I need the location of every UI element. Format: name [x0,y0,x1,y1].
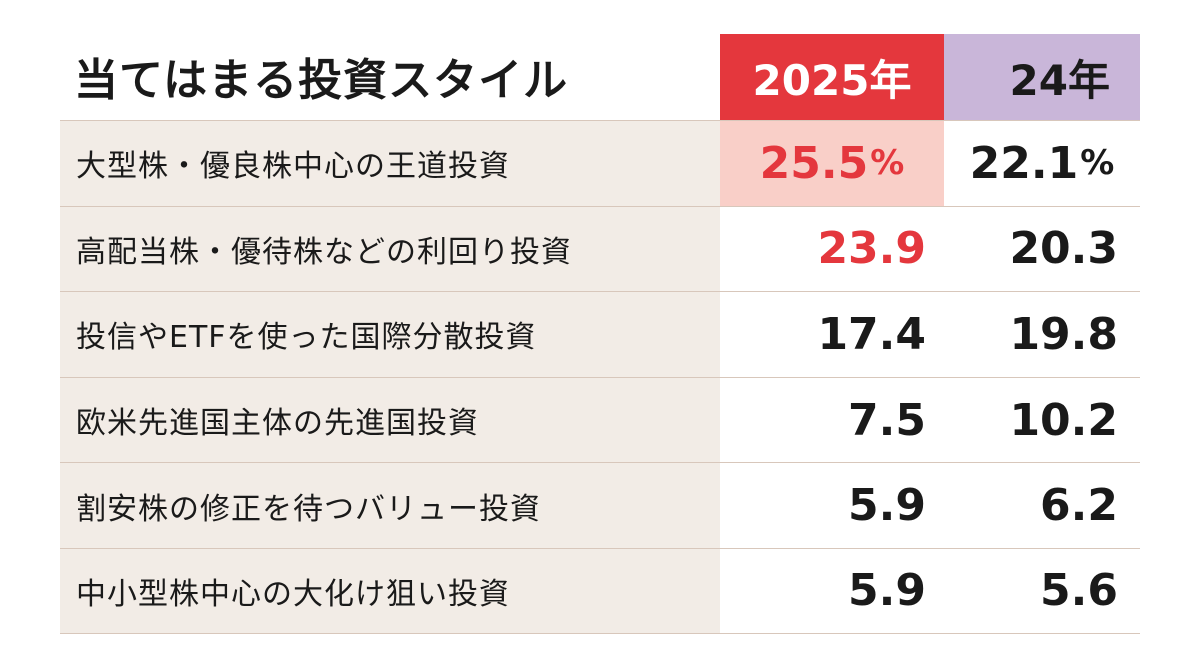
chart-title: 当てはまる投資スタイル [74,55,569,106]
row-label: 欧米先進国主体の先進国投資 [60,377,720,463]
row-label: 中小型株中心の大化け狙い投資 [60,548,720,633]
table-row: 欧米先進国主体の先進国投資 7.5 10.2 [60,376,1140,463]
data-label: 5.6 [1040,565,1118,617]
investment-style-table: 当てはまる投資スタイル 2025年 24年 大型株・優良株中心の王道投資 25.5… [60,34,1140,634]
value-2025: 23.9 [720,207,944,292]
data-label: 5.9 [848,565,926,617]
data-label: 5.9 [848,480,926,532]
value-2025: 5.9 [720,549,944,633]
value-2024: 10.2 [944,378,1140,463]
percent-unit: % [870,143,905,184]
value-2024: 20.3 [944,207,1140,292]
table-header: 当てはまる投資スタイル 2025年 24年 [60,34,1140,120]
data-label: 10.2 [1009,394,1118,446]
data-label: 20.3 [1009,223,1118,275]
value-2025: 7.5 [720,378,944,463]
data-label: 17.4 [817,308,926,360]
value-2025: 17.4 [720,292,944,377]
data-label: 6.2 [1040,480,1118,532]
table-row: 高配当株・優待株などの利回り投資 23.9 20.3 [60,205,1140,292]
data-label: 25.5 [759,137,869,189]
value-2024: 6.2 [944,463,1140,548]
value-2024: 22.1% [944,121,1140,206]
value-2024: 19.8 [944,292,1140,377]
data-label: 23.9 [817,223,926,275]
table-body: 大型株・優良株中心の王道投資 25.5% 22.1% 高配当株・優待株などの利回り投資… [60,120,1140,634]
table-row: 大型株・優良株中心の王道投資 25.5% 22.1% [60,120,1140,206]
value-2025: 25.5% [720,121,944,206]
data-label: 22.1 [969,137,1079,189]
data-label: 7.5 [848,394,926,446]
table-row: 中小型株中心の大化け狙い投資 5.9 5.6 [60,547,1140,634]
row-label: 高配当株・優待株などの利回り投資 [60,206,720,292]
row-label: 割安株の修正を待つバリュー投資 [60,463,720,548]
percent-unit: % [1080,143,1115,184]
value-2024: 5.6 [944,549,1140,633]
table-row: 割安株の修正を待つバリュー投資 5.9 6.2 [60,462,1140,548]
table-row: 投信やETFを使った国際分散投資 17.4 19.8 [60,291,1140,377]
column-header-2024: 24年 [944,34,1140,120]
row-label: 大型株・優良株中心の王道投資 [60,121,720,206]
row-label: 投信やETFを使った国際分散投資 [60,292,720,377]
value-2025: 5.9 [720,463,944,548]
column-header-2025: 2025年 [720,34,944,120]
data-label: 19.8 [1009,308,1118,360]
